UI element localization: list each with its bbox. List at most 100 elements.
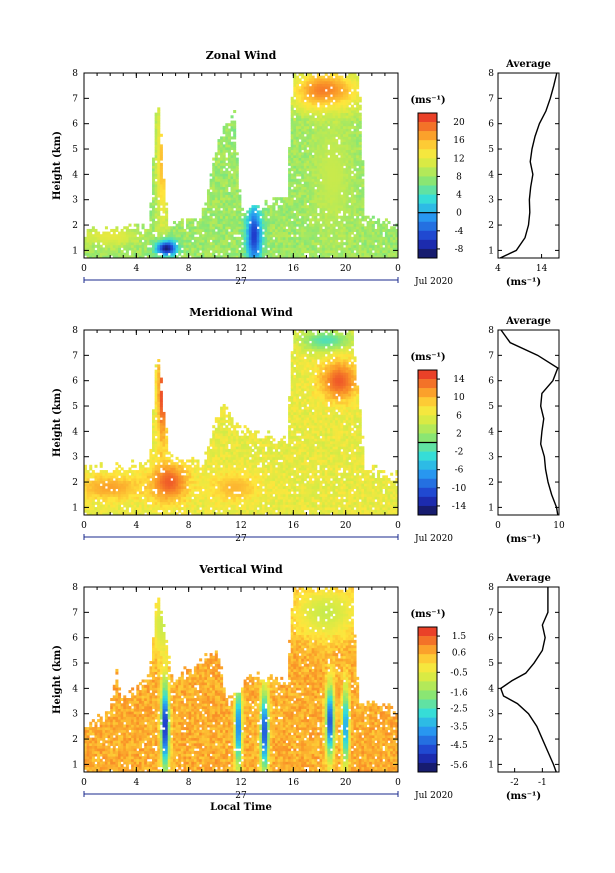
heatmap-cell: [94, 236, 98, 240]
heatmap-cell: [340, 110, 344, 114]
heatmap-cell: [170, 499, 174, 503]
heatmap-cell: [322, 139, 326, 143]
heatmap-cell: [392, 244, 396, 248]
heatmap-cell: [212, 191, 216, 195]
heatmap-cell: [327, 91, 331, 95]
heatmap-cell: [301, 86, 305, 90]
heatmap-cell: [233, 186, 237, 190]
profile-line: [499, 72, 558, 259]
heatmap-cell: [316, 141, 320, 145]
heatmap-cell: [369, 255, 373, 259]
heatmap-cell: [303, 199, 307, 203]
heatmap-cell: [102, 509, 106, 513]
heatmap-cell: [212, 478, 216, 482]
heatmap-cell: [217, 496, 221, 500]
heatmap-cell: [115, 247, 119, 251]
heatmap-cell: [348, 165, 352, 169]
heatmap-cell: [337, 104, 341, 108]
heatmap-cell: [345, 231, 349, 235]
heatmap-cell: [306, 247, 310, 251]
heatmap-cell: [206, 247, 210, 251]
heatmap-cell: [306, 117, 310, 121]
heatmap-cell: [138, 239, 142, 243]
heatmap-cell: [220, 152, 224, 156]
heatmap-cell: [335, 215, 339, 219]
heatmap-cell: [157, 406, 161, 410]
heatmap-cell: [295, 228, 299, 232]
heatmap-cell: [220, 194, 224, 198]
heatmap-cell: [358, 157, 362, 161]
heatmap-cell: [120, 244, 124, 248]
heatmap-cell: [256, 218, 260, 222]
heatmap-cell: [309, 210, 313, 214]
heatmap-cell: [146, 239, 150, 243]
heatmap-cell: [275, 244, 279, 248]
heatmap-cell: [322, 104, 326, 108]
heatmap-cell: [154, 512, 158, 516]
heatmap-cell: [353, 189, 357, 193]
heatmap-cell: [162, 483, 166, 487]
heatmap-cell: [301, 210, 305, 214]
heatmap-cell: [303, 170, 307, 174]
heatmap-cell: [345, 215, 349, 219]
heatmap-cell: [337, 78, 341, 82]
heatmap-cell: [217, 464, 221, 468]
heatmap-cell: [178, 483, 182, 487]
heatmap-cell: [217, 149, 221, 153]
heatmap-cell: [329, 205, 333, 209]
heatmap-cell: [324, 189, 328, 193]
heatmap-cell: [128, 231, 132, 235]
heatmap-cell: [233, 154, 237, 158]
heatmap-cell: [227, 210, 231, 214]
heatmap-cell: [125, 488, 129, 492]
heatmap-cell: [298, 199, 302, 203]
heatmap-cell: [162, 480, 166, 484]
heatmap-cell: [152, 157, 156, 161]
heatmap-cell: [128, 239, 132, 243]
heatmap-cell: [324, 231, 328, 235]
heatmap-cell: [115, 480, 119, 484]
heatmap-cell: [212, 165, 216, 169]
heatmap-cell: [217, 178, 221, 182]
heatmap-cell: [295, 102, 299, 106]
heatmap-cell: [89, 499, 93, 503]
heatmap-cell: [159, 438, 163, 442]
heatmap-cell: [159, 250, 163, 254]
heatmap-cell: [131, 472, 135, 476]
heatmap-cell: [178, 488, 182, 492]
heatmap-cell: [180, 239, 184, 243]
heatmap-cell: [214, 218, 218, 222]
heatmap-cell: [246, 215, 250, 219]
heatmap-cell: [384, 242, 388, 246]
heatmap-cell: [131, 470, 135, 474]
heatmap-cell: [99, 239, 103, 243]
heatmap-cell: [170, 480, 174, 484]
heatmap-cell: [212, 501, 216, 505]
heatmap-cell: [282, 231, 286, 235]
heatmap-cell: [220, 157, 224, 161]
heatmap-cell: [293, 168, 297, 172]
heatmap-cell: [206, 218, 210, 222]
heatmap-cell: [128, 244, 132, 248]
heatmap-cell: [162, 472, 166, 476]
heatmap-cell: [165, 501, 169, 505]
heatmap-cell: [209, 480, 213, 484]
heatmap-cell: [303, 207, 307, 211]
heatmap-cell: [89, 480, 93, 484]
heatmap-cell: [259, 252, 263, 256]
heatmap-cell: [311, 178, 315, 182]
heatmap-cell: [178, 250, 182, 254]
heatmap-cell: [125, 228, 129, 232]
heatmap-cell: [316, 221, 320, 225]
heatmap-cell: [146, 499, 150, 503]
heatmap-cell: [293, 234, 297, 238]
heatmap-cell: [104, 236, 108, 240]
heatmap-cell: [277, 255, 281, 259]
heatmap-cell: [212, 446, 216, 450]
heatmap-cell: [97, 485, 101, 489]
heatmap-cell: [209, 509, 213, 513]
heatmap-cell: [227, 499, 231, 503]
heatmap-cell: [199, 501, 203, 505]
heatmap-cell: [227, 184, 231, 188]
heatmap-cell: [337, 168, 341, 172]
